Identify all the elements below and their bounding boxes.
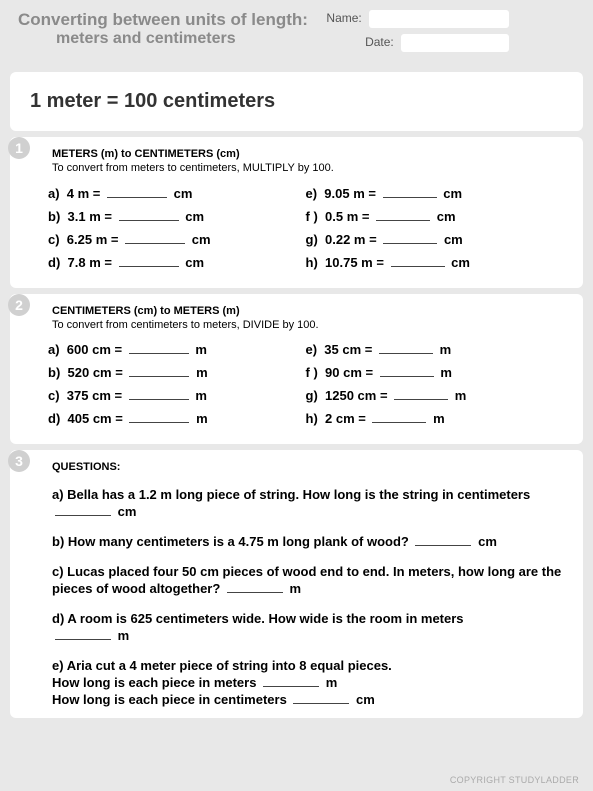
problem-left: d) 405 cm = m: [48, 411, 306, 426]
answer-blank[interactable]: [119, 256, 179, 267]
answer-blank[interactable]: [372, 412, 426, 423]
name-label: Name:: [326, 11, 361, 25]
worksheet-title: Converting between units of length: mete…: [18, 10, 308, 48]
question-d-text: d) A room is 625 centimeters wide. How w…: [52, 611, 464, 626]
problem-left: b) 520 cm = m: [48, 365, 306, 380]
problem-row: d) 405 cm = mh) 2 cm = m: [48, 411, 563, 426]
section-2: 2 CENTIMETERS (cm) to METERS (m) To conv…: [10, 294, 583, 445]
problem-right: h) 2 cm = m: [306, 411, 564, 426]
question-e-line1: e) Aria cut a 4 meter piece of string in…: [52, 658, 392, 673]
question-e-line3: How long is each piece in centimeters: [52, 692, 287, 707]
question-b: b) How many centimeters is a 4.75 m long…: [52, 534, 569, 551]
conversion-rule: 1 meter = 100 centimeters: [24, 82, 569, 121]
name-row: Name:: [326, 10, 509, 28]
answer-blank[interactable]: [383, 187, 437, 198]
section-3-heading: QUESTIONS:: [52, 460, 569, 474]
answer-blank[interactable]: [129, 366, 189, 377]
section-2-heading: CENTIMETERS (cm) to METERS (m) To conver…: [52, 304, 569, 333]
question-list: a) Bella has a 1.2 m long piece of strin…: [52, 487, 569, 708]
section-1-title: METERS (m) to CENTIMETERS (cm): [52, 147, 569, 161]
answer-blank[interactable]: [391, 256, 445, 267]
answer-blank[interactable]: [107, 187, 167, 198]
problem-right: h) 10.75 m = cm: [306, 255, 564, 270]
problem-left: c) 375 cm = m: [48, 388, 306, 403]
question-e-unit-cm: cm: [356, 692, 375, 707]
answer-blank[interactable]: [129, 412, 189, 423]
question-c: c) Lucas placed four 50 cm pieces of woo…: [52, 564, 569, 598]
copyright-footer: COPYRIGHT STUDYLADDER: [450, 775, 579, 785]
problem-left: a) 600 cm = m: [48, 342, 306, 357]
date-input[interactable]: [401, 34, 509, 52]
section-2-instruction: To convert from centimeters to meters, D…: [52, 318, 569, 332]
question-b-text: b) How many centimeters is a 4.75 m long…: [52, 534, 409, 549]
title-line-1: Converting between units of length:: [18, 10, 308, 30]
problem-row: a) 4 m = cme) 9.05 m = cm: [48, 186, 563, 201]
question-e-unit-m: m: [326, 675, 338, 690]
question-c-unit: m: [290, 581, 302, 596]
problem-row: d) 7.8 m = cmh) 10.75 m = cm: [48, 255, 563, 270]
answer-blank[interactable]: [394, 389, 448, 400]
name-date-block: Name: Date:: [326, 10, 509, 58]
problem-left: d) 7.8 m = cm: [48, 255, 306, 270]
answer-blank[interactable]: [129, 343, 189, 354]
section-2-problems: a) 600 cm = me) 35 cm = mb) 520 cm = mf …: [48, 342, 563, 426]
question-e: e) Aria cut a 4 meter piece of string in…: [52, 658, 569, 709]
section-1-heading: METERS (m) to CENTIMETERS (cm) To conver…: [52, 147, 569, 176]
name-input[interactable]: [369, 10, 509, 28]
answer-blank[interactable]: [376, 210, 430, 221]
answer-blank[interactable]: [263, 676, 319, 687]
question-a-unit: cm: [118, 504, 137, 519]
problem-row: c) 375 cm = mg) 1250 cm = m: [48, 388, 563, 403]
problem-right: g) 0.22 m = cm: [306, 232, 564, 247]
problem-right: g) 1250 cm = m: [306, 388, 564, 403]
answer-blank[interactable]: [380, 366, 434, 377]
question-a: a) Bella has a 1.2 m long piece of strin…: [52, 487, 569, 521]
problem-right: f ) 0.5 m = cm: [306, 209, 564, 224]
problem-left: a) 4 m = cm: [48, 186, 306, 201]
section-1: 1 METERS (m) to CENTIMETERS (cm) To conv…: [10, 137, 583, 288]
answer-blank[interactable]: [119, 210, 179, 221]
answer-blank[interactable]: [415, 535, 471, 546]
problem-right: e) 9.05 m = cm: [306, 186, 564, 201]
problem-left: b) 3.1 m = cm: [48, 209, 306, 224]
answer-blank[interactable]: [227, 582, 283, 593]
problem-left: c) 6.25 m = cm: [48, 232, 306, 247]
section-number-1: 1: [8, 137, 30, 159]
question-c-text: c) Lucas placed four 50 cm pieces of woo…: [52, 564, 561, 596]
section-number-2: 2: [8, 294, 30, 316]
problem-row: a) 600 cm = me) 35 cm = m: [48, 342, 563, 357]
title-line-2: meters and centimeters: [18, 30, 308, 48]
answer-blank[interactable]: [125, 233, 185, 244]
question-a-text: a) Bella has a 1.2 m long piece of strin…: [52, 487, 530, 502]
problem-right: f ) 90 cm = m: [306, 365, 564, 380]
answer-blank[interactable]: [383, 233, 437, 244]
question-d: d) A room is 625 centimeters wide. How w…: [52, 611, 569, 645]
problem-row: b) 520 cm = mf ) 90 cm = m: [48, 365, 563, 380]
section-1-problems: a) 4 m = cme) 9.05 m = cmb) 3.1 m = cmf …: [48, 186, 563, 270]
problem-row: c) 6.25 m = cmg) 0.22 m = cm: [48, 232, 563, 247]
answer-blank[interactable]: [55, 505, 111, 516]
worksheet-header: Converting between units of length: mete…: [0, 0, 593, 66]
section-number-3: 3: [8, 450, 30, 472]
problem-row: b) 3.1 m = cmf ) 0.5 m = cm: [48, 209, 563, 224]
conversion-rule-card: 1 meter = 100 centimeters: [10, 72, 583, 131]
date-label: Date:: [365, 35, 394, 49]
section-2-title: CENTIMETERS (cm) to METERS (m): [52, 304, 569, 318]
question-e-line2: How long is each piece in meters: [52, 675, 256, 690]
answer-blank[interactable]: [379, 343, 433, 354]
problem-right: e) 35 cm = m: [306, 342, 564, 357]
answer-blank[interactable]: [129, 389, 189, 400]
section-3-title: QUESTIONS:: [52, 460, 569, 474]
answer-blank[interactable]: [55, 629, 111, 640]
answer-blank[interactable]: [293, 693, 349, 704]
section-1-instruction: To convert from meters to centimeters, M…: [52, 161, 569, 175]
date-row: Date:: [326, 34, 509, 52]
question-b-unit: cm: [478, 534, 497, 549]
section-3: 3 QUESTIONS: a) Bella has a 1.2 m long p…: [10, 450, 583, 718]
question-d-unit: m: [118, 628, 130, 643]
